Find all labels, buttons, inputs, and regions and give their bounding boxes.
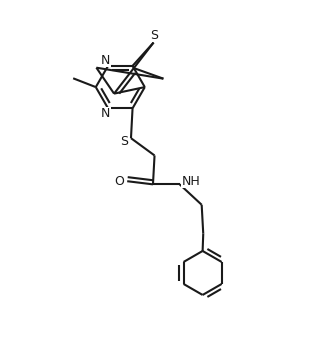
Text: O: O [114, 175, 124, 188]
Text: N: N [101, 54, 111, 67]
Text: NH: NH [181, 175, 200, 188]
Text: N: N [101, 107, 111, 120]
Text: S: S [150, 29, 158, 42]
Text: S: S [120, 135, 128, 149]
